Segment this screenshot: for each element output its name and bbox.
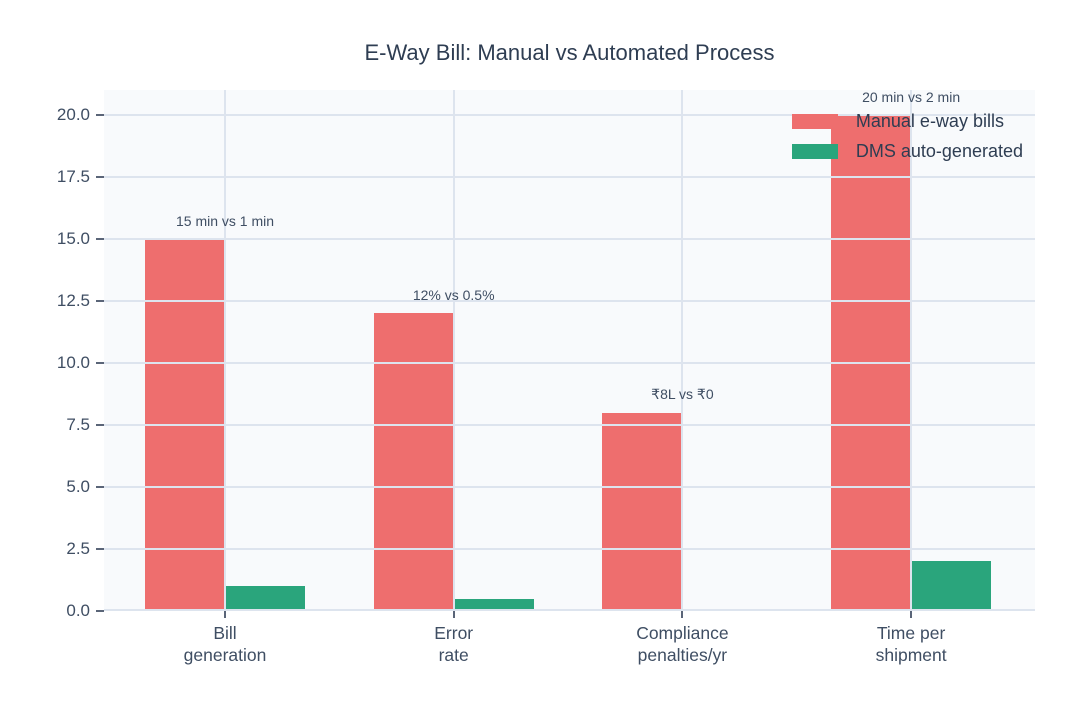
y-tick-mark xyxy=(96,299,104,302)
legend-label: DMS auto-generated xyxy=(855,141,1023,161)
y-gridline xyxy=(104,113,1035,116)
bar-annotation: 20 min vs 2 min xyxy=(862,88,961,105)
y-gridline xyxy=(104,485,1035,488)
bar-auto-3 xyxy=(911,561,992,611)
legend-swatch-auto xyxy=(791,144,838,159)
y-tick-mark xyxy=(96,175,104,178)
bar-auto-1 xyxy=(453,598,534,611)
bar-manual-1 xyxy=(373,313,454,611)
x-gridline xyxy=(681,90,684,611)
x-tick-label: Compliance penalties/yr xyxy=(636,623,729,665)
x-gridline xyxy=(452,90,455,611)
y-tick-label: 2.5 xyxy=(66,538,90,558)
y-gridline xyxy=(104,547,1035,550)
legend-swatch-manual xyxy=(791,114,838,129)
y-gridline xyxy=(104,175,1035,178)
x-tick-label: Error rate xyxy=(434,623,474,665)
y-tick-label: 12.5 xyxy=(56,290,90,310)
y-tick-mark xyxy=(96,547,104,550)
x-tick-label: Time per shipment xyxy=(875,623,947,665)
y-gridline xyxy=(104,423,1035,426)
bar-annotation: ₹8L vs ₹0 xyxy=(651,385,714,402)
y-tick-label: 10.0 xyxy=(56,352,90,372)
legend-item: DMS auto-generated xyxy=(791,141,1023,162)
y-tick-label: 0.0 xyxy=(66,601,90,620)
legend-label: Manual e-way bills xyxy=(855,111,1004,131)
y-tick-mark xyxy=(96,423,104,426)
x-tick-mark xyxy=(910,611,913,618)
bar-auto-0 xyxy=(225,586,305,611)
legend-item: Manual e-way bills xyxy=(791,111,1023,132)
x-tick-mark xyxy=(681,611,684,618)
bar-annotation: 15 min vs 1 min xyxy=(175,212,275,229)
y-tick-mark xyxy=(96,610,104,612)
y-tick-mark xyxy=(96,113,104,116)
x-tick-mark xyxy=(452,611,455,618)
y-gridline xyxy=(104,609,1035,611)
y-tick-label: 15.0 xyxy=(56,228,90,248)
bar-annotation: 12% vs 0.5% xyxy=(412,287,495,304)
y-gridline xyxy=(104,361,1035,364)
bar-manual-2 xyxy=(602,412,683,611)
x-tick-mark xyxy=(224,611,226,618)
y-gridline xyxy=(104,237,1035,240)
y-tick-mark xyxy=(96,485,104,488)
y-gridline xyxy=(104,299,1035,302)
x-tick-label: Bill generation xyxy=(183,623,267,665)
x-gridline xyxy=(910,90,913,611)
y-tick-label: 7.5 xyxy=(66,414,90,434)
legend: Manual e-way bills DMS auto-generated xyxy=(791,111,1023,171)
y-tick-label: 20.0 xyxy=(56,104,90,124)
plot-area: 15 min vs 1 min 12% vs 0.5% ₹8L vs ₹0 20 mi… xyxy=(104,88,1035,611)
y-tick-mark xyxy=(96,361,104,364)
y-tick-label: 17.5 xyxy=(56,166,90,186)
x-gridline xyxy=(224,90,226,611)
y-tick-label: 5.0 xyxy=(66,476,90,496)
y-tick-mark xyxy=(96,237,104,240)
chart-title: E-Way Bill: Manual vs Automated Process xyxy=(364,40,775,65)
